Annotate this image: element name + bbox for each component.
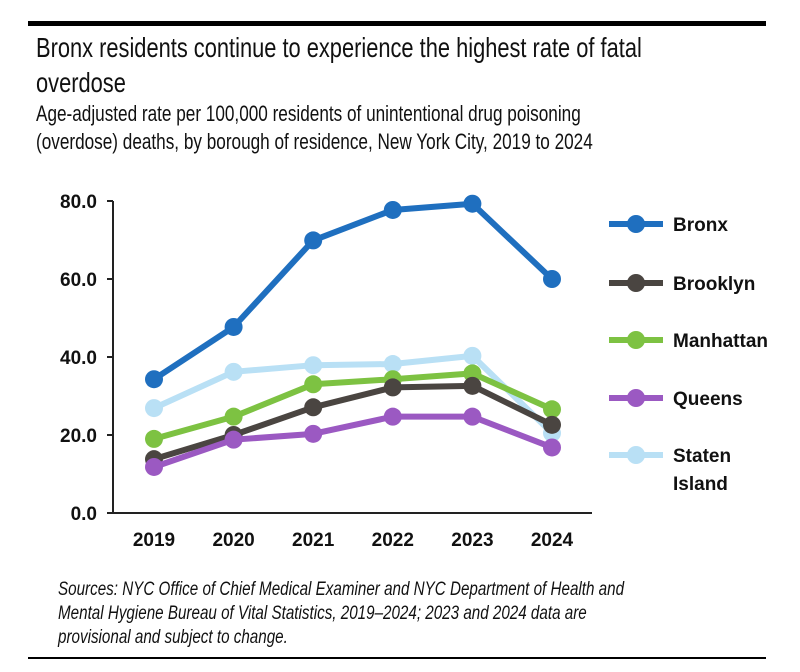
subtitle-line: (overdose) deaths, by borough of residen… <box>36 129 593 154</box>
chart-footer-sources: Sources: NYC Office of Chief Medical Exa… <box>58 578 624 650</box>
data-point <box>463 407 482 426</box>
legend-label: Manhattan <box>673 331 768 352</box>
chart-title: Bronx residents continue to experience t… <box>36 30 642 100</box>
series-line-staten-island <box>152 352 555 436</box>
footer-line: Mental Hygiene Bureau of Vital Statistic… <box>58 603 587 624</box>
data-point <box>463 346 482 365</box>
data-point <box>224 317 243 336</box>
data-point <box>543 415 561 434</box>
legend-label: Island <box>673 474 728 495</box>
legend-marker <box>627 215 645 233</box>
data-point <box>224 362 243 381</box>
legend-marker <box>627 331 645 349</box>
legend-marker <box>627 274 645 292</box>
title-line: Bronx residents continue to experience t… <box>36 32 642 63</box>
data-point <box>463 376 482 395</box>
data-point <box>224 407 243 426</box>
data-point <box>543 270 561 288</box>
x-tick-label: 2019 <box>133 530 175 551</box>
y-tick-label: 80.0 <box>60 192 97 213</box>
legend-label: Bronx <box>673 215 728 236</box>
data-point <box>304 231 323 250</box>
legend-label: Staten <box>673 446 731 467</box>
data-point <box>383 355 402 374</box>
footer-line: Sources: NYC Office of Chief Medical Exa… <box>58 579 625 600</box>
data-point <box>304 356 323 375</box>
x-tick-label: 2021 <box>292 530 335 551</box>
legend-label: Queens <box>673 389 743 410</box>
series-line-brooklyn <box>153 382 554 463</box>
top-rule <box>28 21 766 26</box>
chart-subtitle: Age-adjusted rate per 100,000 residents … <box>36 100 593 156</box>
data-point <box>383 200 402 219</box>
title-line: overdose <box>36 67 126 98</box>
bottom-rule <box>28 657 766 659</box>
y-tick-label: 20.0 <box>60 426 97 447</box>
x-tick-label: 2023 <box>451 530 493 551</box>
data-point <box>145 429 163 448</box>
data-point <box>145 457 163 476</box>
series-line-queens <box>153 413 554 470</box>
legend-marker <box>627 389 645 407</box>
data-point <box>463 364 482 383</box>
series-line-bronx <box>152 200 555 382</box>
data-point <box>463 194 482 213</box>
series-line-manhattan <box>153 370 554 442</box>
data-point <box>224 430 243 449</box>
data-point <box>383 407 402 426</box>
data-point <box>543 400 561 419</box>
legend-marker <box>627 446 645 464</box>
data-point <box>543 438 561 457</box>
data-point <box>304 375 323 394</box>
subtitle-line: Age-adjusted rate per 100,000 residents … <box>36 101 581 126</box>
x-tick-label: 2022 <box>372 530 414 551</box>
x-tick-label: 2024 <box>531 530 574 551</box>
y-tick-label: 0.0 <box>71 504 97 525</box>
legend-label: Brooklyn <box>673 274 755 295</box>
footer-line: provisional and subject to change. <box>58 627 288 648</box>
y-tick-label: 40.0 <box>60 348 97 369</box>
data-point <box>383 378 402 397</box>
y-tick-label: 60.0 <box>60 270 97 291</box>
x-tick-label: 2020 <box>212 530 254 551</box>
data-point <box>304 424 323 443</box>
data-point <box>304 398 323 417</box>
data-point <box>145 399 163 418</box>
data-point <box>145 370 163 389</box>
